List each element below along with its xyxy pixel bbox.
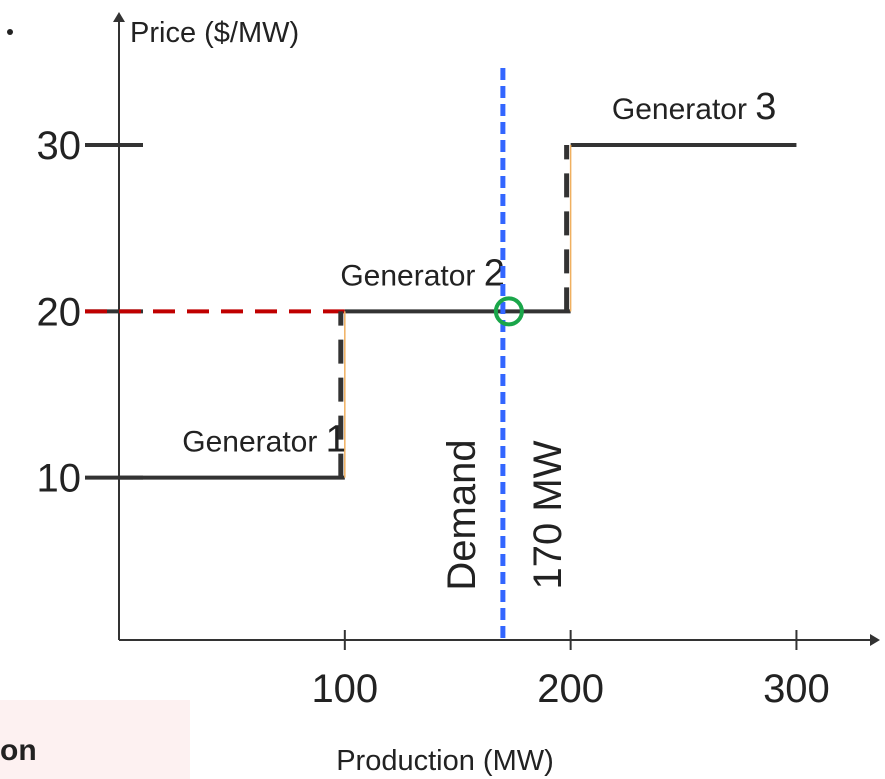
clearing-point (493, 296, 524, 327)
demand-label: Demand (440, 439, 484, 590)
y-tick-label: 20 (37, 290, 82, 334)
fragment-dot (7, 29, 13, 35)
generator-label-number: 3 (755, 86, 776, 128)
x-tick-label: 100 (311, 667, 378, 711)
x-axis-label: Production (MW) (336, 745, 554, 777)
x-tick-label: 200 (537, 667, 604, 711)
generator-label-number: 1 (326, 419, 347, 461)
y-axis-label: Price ($/MW) (130, 17, 299, 49)
y-axis-arrow (113, 12, 125, 22)
generator-label: Generator 2 (340, 252, 505, 294)
generator-label-word: Generator (612, 93, 755, 126)
generator-label-word: Generator (340, 259, 483, 292)
generator-label: Generator 3 (612, 86, 777, 128)
x-tick-label: 300 (763, 667, 830, 711)
generator-label: Generator 1 (182, 419, 347, 461)
generator-label-word: Generator (182, 426, 325, 459)
y-tick-label: 30 (37, 124, 82, 168)
fragment-text: on (0, 734, 37, 767)
x-axis-arrow (870, 634, 880, 646)
demand-value-label: 170 MW (526, 440, 570, 589)
y-tick-label: 10 (37, 457, 82, 501)
generator-label-number: 2 (484, 252, 505, 294)
fragment-box (0, 700, 190, 779)
